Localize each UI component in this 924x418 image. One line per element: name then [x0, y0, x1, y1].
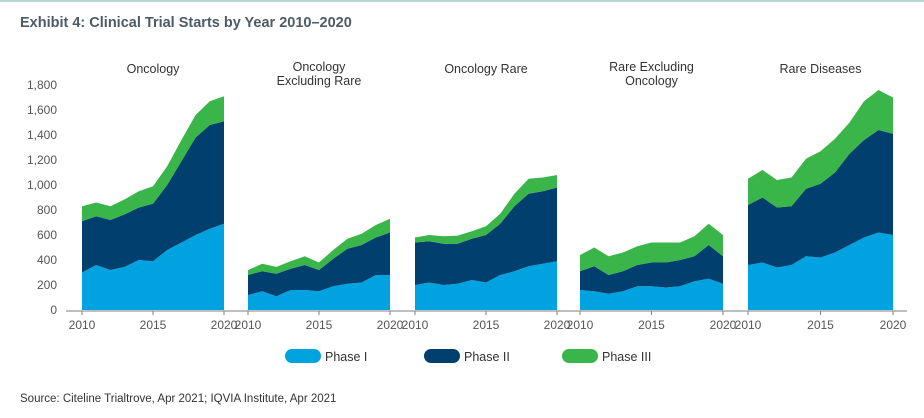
clinical-trial-starts-chart: 0 200 400 600 800 1,000 1,200 1,400 1,600 1,800 20…: [27, 60, 907, 364]
y-tick-label: 1,800: [27, 78, 57, 92]
legend-label-phase-ii: Phase II: [464, 350, 510, 364]
source-note: Source: Citeline Trialtrove, Apr 2021; I…: [20, 393, 337, 405]
legend-swatch-phase-iii: [562, 349, 598, 363]
top-divider: [0, 0, 924, 2]
y-tick-label: 1,200: [27, 153, 57, 167]
panel-title: Rare Excluding: [609, 60, 694, 74]
area-phase-iii: [82, 96, 224, 222]
y-tick-label: 0: [50, 303, 57, 317]
x-tick-label: 2020: [377, 318, 404, 332]
y-tick-label: 400: [37, 253, 57, 267]
y-tick-label: 800: [37, 203, 57, 217]
legend-swatch-phase-ii: [424, 349, 460, 363]
x-tick-label: 2010: [235, 318, 262, 332]
y-tick-label: 1,000: [27, 178, 57, 192]
x-tick-label: 2010: [69, 318, 96, 332]
x-tick-label: 2015: [807, 318, 834, 332]
area-phase-iii: [748, 90, 893, 208]
x-tick-label: 2020: [880, 318, 907, 332]
x-tick-label: 2015: [140, 318, 167, 332]
panel-title: Rare Diseases: [780, 62, 862, 76]
x-tick-label: 2020: [211, 318, 238, 332]
legend-label-phase-i: Phase I: [325, 350, 367, 364]
x-tick-label: 2020: [710, 318, 737, 332]
area-phase-ii: [248, 232, 390, 297]
x-tick-label: 2010: [735, 318, 762, 332]
area-phase-iii: [248, 218, 390, 275]
y-tick-label: 600: [37, 228, 57, 242]
x-tick-label: 2015: [473, 318, 500, 332]
panel-title: Oncology: [293, 60, 347, 74]
area-phase-iii: [415, 175, 557, 244]
exhibit-title: Exhibit 4: Clinical Trial Starts by Year…: [20, 15, 352, 31]
x-tick-label: 2015: [638, 318, 665, 332]
area-phase-i: [415, 261, 557, 310]
area-phase-i: [82, 223, 224, 310]
area-phase-ii: [82, 121, 224, 273]
y-tick-label: 1,600: [27, 103, 57, 117]
x-tick-label: 2015: [306, 318, 333, 332]
y-tick-label: 200: [37, 278, 57, 292]
x-tick-label: 2010: [402, 318, 429, 332]
area-phase-ii: [580, 245, 723, 294]
area-phase-i: [748, 232, 893, 310]
area-phase-iii: [580, 223, 723, 275]
legend-swatch-phase-i: [285, 349, 321, 363]
area-phase-ii: [748, 130, 893, 268]
x-tick-label: 2010: [567, 318, 594, 332]
area-phase-i: [580, 278, 723, 310]
panel-title: Excluding Rare: [277, 74, 362, 88]
panel-title: Oncology Rare: [444, 62, 527, 76]
area-phase-ii: [415, 187, 557, 285]
panel-title: Oncology: [127, 62, 181, 76]
y-tick-label: 1,400: [27, 128, 57, 142]
panel-title: Oncology: [625, 74, 679, 88]
area-phase-i: [248, 275, 390, 310]
legend-label-phase-iii: Phase III: [602, 350, 651, 364]
x-tick-label: 2020: [544, 318, 571, 332]
